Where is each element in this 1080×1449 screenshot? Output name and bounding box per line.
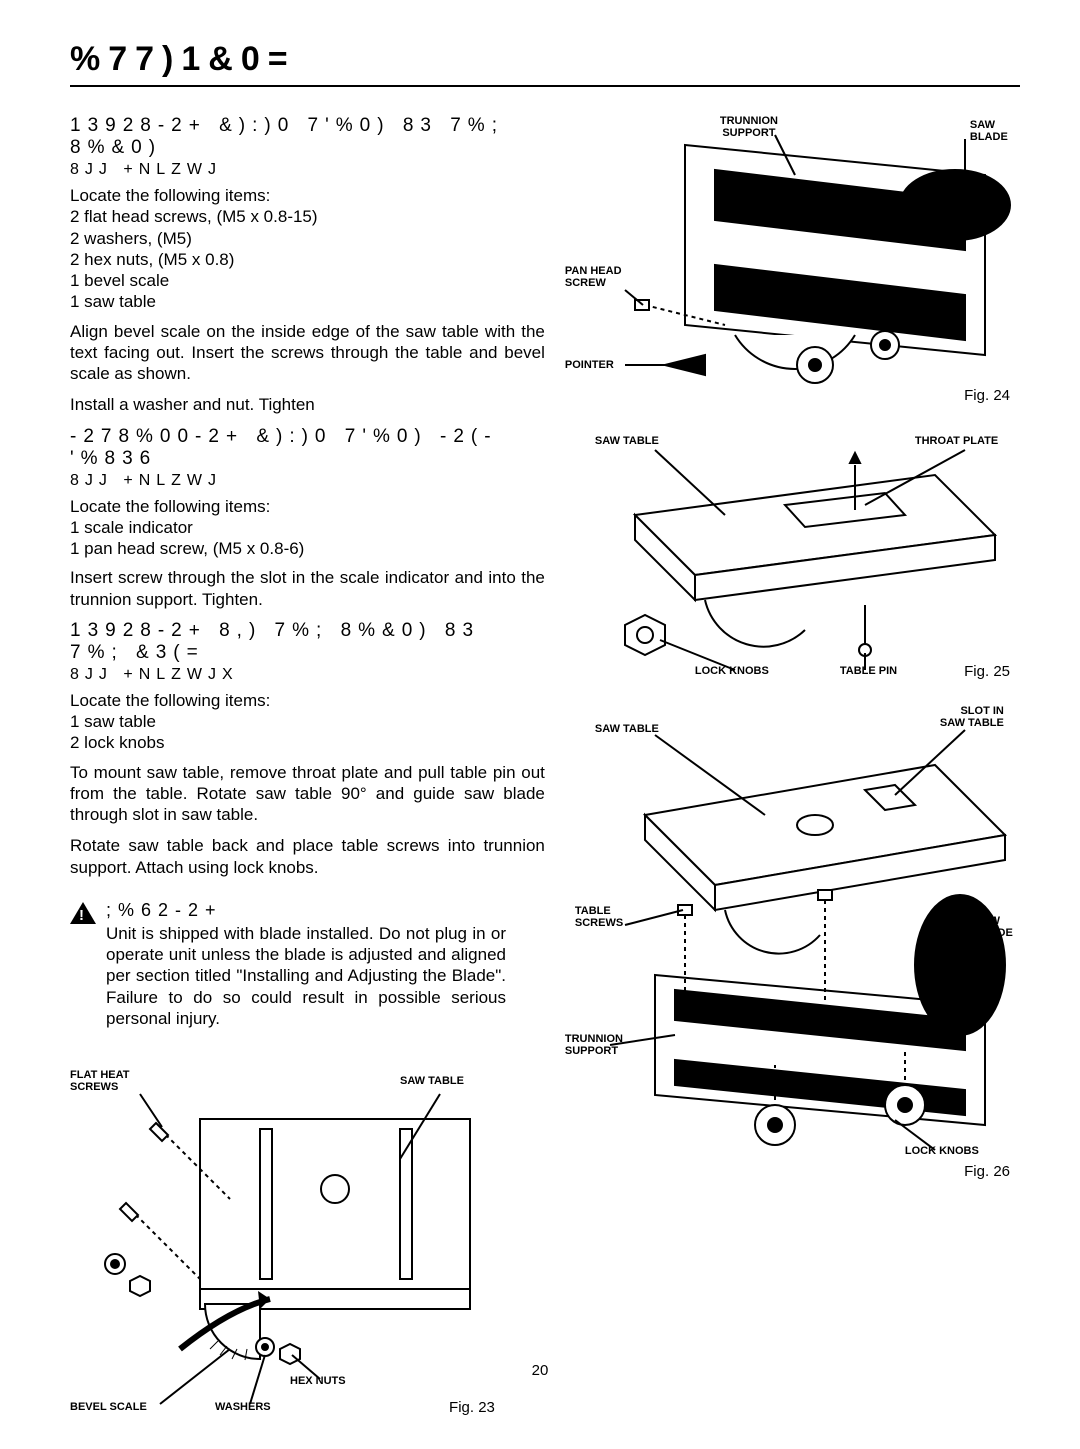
fig23-bevelscale: BEVEL SCALE bbox=[70, 1401, 147, 1413]
fig24-sawblade: SAW BLADE bbox=[970, 119, 1008, 143]
warning-icon bbox=[70, 902, 96, 924]
fig24-trunnion: TRUNNION SUPPORT bbox=[720, 115, 778, 139]
list-item: 2 washers, (M5) bbox=[70, 228, 545, 249]
list-item: 2 flat head screws, (M5 x 0.8-15) bbox=[70, 206, 545, 227]
fig25-sawtable: SAW TABLE bbox=[595, 435, 659, 447]
fig24-panhead: PAN HEAD SCREW bbox=[565, 265, 622, 289]
fig25-tablepin: TABLE PIN bbox=[840, 665, 897, 677]
list-item: 1 saw table bbox=[70, 711, 545, 732]
page-number: 20 bbox=[0, 1362, 1080, 1379]
sec2-lead: Locate the following items: bbox=[70, 496, 545, 517]
fig25-lockknobs: LOCK KNOBS bbox=[695, 665, 769, 677]
list-item: 1 scale indicator bbox=[70, 517, 545, 538]
left-column: 13928-2+ &):)0 7'%0) 83 7%; 8%&0) 8JJ +N… bbox=[70, 115, 545, 1419]
fig23-flatheat: FLAT HEAT SCREWS bbox=[70, 1069, 129, 1093]
figure-26: SAW TABLE SLOT IN SAW TABLE TABLE SCREWS… bbox=[565, 705, 1020, 1185]
list-item: 1 bevel scale bbox=[70, 270, 545, 291]
sec1-lead: Locate the following items: bbox=[70, 185, 545, 206]
fig24-drawing bbox=[565, 115, 1025, 415]
figure-24: TRUNNION SUPPORT SAW BLADE PAN HEAD SCRE… bbox=[565, 115, 1020, 415]
fig23-sawtable: SAW TABLE bbox=[400, 1075, 464, 1087]
page-title: %77)1&0= bbox=[70, 40, 1020, 87]
fig26-drawing bbox=[565, 705, 1025, 1185]
sec3-title: 13928-2+ 8,) 7%; 8%&0) 83 7%; &3(= bbox=[70, 620, 545, 664]
warning-block: ;%62-2+ Unit is shipped with blade insta… bbox=[70, 900, 545, 1029]
fig25-throat: THROAT PLATE bbox=[915, 435, 998, 447]
sec1-para: Install a washer and nut. Tighten bbox=[70, 394, 545, 415]
list-item: 1 saw table bbox=[70, 291, 545, 312]
sec3-para: To mount saw table, remove throat plate … bbox=[70, 762, 545, 826]
warning-title: ;%62-2+ bbox=[106, 900, 506, 921]
fig25-drawing bbox=[565, 425, 1025, 695]
right-column: TRUNNION SUPPORT SAW BLADE PAN HEAD SCRE… bbox=[565, 115, 1020, 1419]
figure-25: SAW TABLE THROAT PLATE LOCK KNOBS TABLE … bbox=[565, 425, 1020, 695]
columns: 13928-2+ &):)0 7'%0) 83 7%; 8%&0) 8JJ +N… bbox=[70, 115, 1020, 1419]
page: %77)1&0= 13928-2+ &):)0 7'%0) 83 7%; 8%&… bbox=[0, 0, 1080, 1449]
list-item: 1 pan head screw, (M5 x 0.8-6) bbox=[70, 538, 545, 559]
fig24-pointer: POINTER bbox=[565, 359, 614, 371]
fig23-num: Fig. 23 bbox=[449, 1399, 495, 1416]
fig25-num: Fig. 25 bbox=[964, 663, 1010, 680]
warning-body: Unit is shipped with blade installed. Do… bbox=[106, 923, 506, 1029]
fig24-num: Fig. 24 bbox=[964, 387, 1010, 404]
sec2-para: Insert screw through the slot in the sca… bbox=[70, 567, 545, 610]
fig23-washers: WASHERS bbox=[215, 1401, 271, 1413]
sec3-para: Rotate saw table back and place table sc… bbox=[70, 835, 545, 878]
sec3-lead: Locate the following items: bbox=[70, 690, 545, 711]
fig26-tablescrews: TABLE SCREWS bbox=[575, 905, 623, 929]
fig26-trunnion: TRUNNION SUPPORT bbox=[565, 1033, 623, 1057]
sec3-sub: 8JJ +NLZWJX bbox=[70, 666, 545, 684]
sec1-sub: 8JJ +NLZWJ bbox=[70, 161, 545, 179]
list-item: 2 hex nuts, (M5 x 0.8) bbox=[70, 249, 545, 270]
fig26-sawblade: SAW BLADE bbox=[975, 915, 1013, 939]
sec2-sub: 8JJ +NLZWJ bbox=[70, 472, 545, 490]
sec1-para: Align bevel scale on the inside edge of … bbox=[70, 321, 545, 385]
sec2-title: -278%00-2+ &):)0 7'%0) -2(-'%836 bbox=[70, 426, 545, 470]
fig26-slot: SLOT IN SAW TABLE bbox=[940, 705, 1004, 729]
fig26-sawtable: SAW TABLE bbox=[595, 723, 659, 735]
fig26-lockknobs: LOCK KNOBS bbox=[905, 1145, 979, 1157]
fig26-num: Fig. 26 bbox=[964, 1163, 1010, 1180]
sec1-title: 13928-2+ &):)0 7'%0) 83 7%; 8%&0) bbox=[70, 115, 545, 159]
list-item: 2 lock knobs bbox=[70, 732, 545, 753]
